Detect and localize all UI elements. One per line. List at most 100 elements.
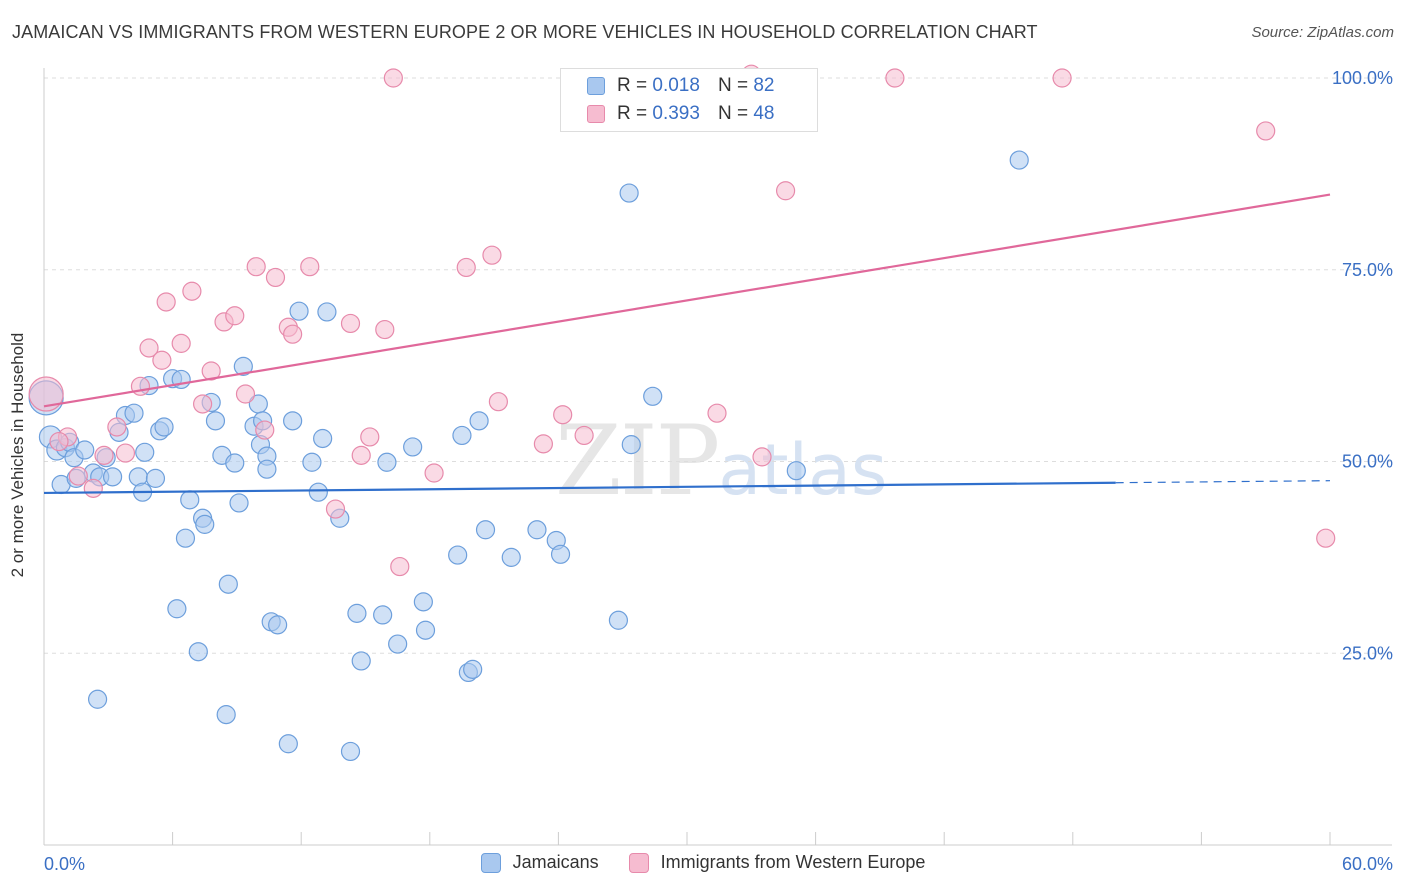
- jamaican-point: [154, 417, 174, 437]
- western-europe-point: [265, 267, 286, 288]
- jamaican-point: [308, 482, 328, 502]
- jamaican-point: [619, 183, 639, 203]
- jamaican-point: [550, 544, 571, 564]
- legend-n-value: 48: [753, 103, 775, 124]
- western-europe-point: [390, 556, 410, 577]
- chart-title: JAMAICAN VS IMMIGRANTS FROM WESTERN EURO…: [12, 22, 1038, 42]
- western-europe-point: [283, 324, 303, 344]
- jamaican-point: [218, 574, 238, 594]
- jamaican-trend-line: [43, 481, 1116, 495]
- jamaican-point: [501, 547, 521, 567]
- y-tick-label: 100.0%: [1332, 68, 1393, 88]
- y-tick-label: 50.0%: [1342, 452, 1393, 472]
- jamaican-point: [302, 452, 322, 472]
- series-legend-western-europe[interactable]: Immigrants from Western Europe: [628, 852, 926, 873]
- jamaican-point: [1009, 150, 1029, 170]
- jamaican-point: [527, 520, 547, 540]
- y-tick-label: 75.0%: [1342, 260, 1393, 280]
- jamaican-point: [643, 386, 663, 406]
- jamaican-point: [403, 437, 423, 457]
- western-europe-point: [83, 478, 103, 498]
- series-swatch-pink: [628, 852, 649, 873]
- jamaican-point: [205, 411, 226, 431]
- series-legend-jamaicans[interactable]: Jamaicans: [480, 852, 599, 873]
- jamaican-point: [195, 514, 215, 534]
- western-europe-point: [325, 499, 346, 519]
- jamaican-point: [377, 452, 397, 472]
- western-europe-point: [533, 434, 553, 454]
- jamaican-point: [608, 610, 629, 630]
- western-europe-point: [130, 376, 151, 396]
- jamaican-point: [415, 620, 436, 640]
- jamaican-point: [268, 615, 288, 635]
- western-europe-point: [201, 361, 221, 381]
- legend-n-label: N =: [717, 75, 749, 96]
- western-europe-point: [68, 466, 88, 486]
- western-europe-point: [107, 417, 127, 437]
- jamaican-point: [124, 403, 144, 423]
- jamaican-point: [786, 461, 806, 481]
- western-europe-point: [383, 68, 403, 88]
- legend-r-value: 0.393: [652, 103, 700, 124]
- western-europe-point: [49, 431, 69, 452]
- y-axis-label: 2 or more Vehicles in Household: [8, 332, 27, 578]
- western-europe-point: [246, 257, 266, 277]
- western-europe-point: [360, 427, 380, 447]
- jamaican-point: [216, 705, 236, 725]
- western-europe-point: [1256, 121, 1276, 141]
- x-tick-label-max: 60.0%: [1342, 854, 1393, 874]
- western-europe-point: [752, 447, 772, 467]
- series-swatch-blue: [480, 852, 501, 873]
- y-tick-label: 25.0%: [1342, 643, 1393, 663]
- jamaican-point: [175, 528, 196, 548]
- western-europe-point: [885, 68, 905, 88]
- series-legend-label: Jamaicans: [512, 852, 599, 872]
- jamaican-point: [469, 411, 489, 431]
- series-legend-label: Immigrants from Western Europe: [660, 852, 926, 872]
- western-europe-point: [171, 333, 191, 353]
- legend-n-label: N =: [717, 103, 749, 124]
- western-europe-point: [707, 403, 727, 423]
- jamaican-point: [463, 659, 483, 679]
- western-europe-point: [255, 420, 275, 440]
- jamaican-point: [475, 520, 496, 540]
- western-europe-point: [553, 405, 573, 425]
- western-europe-point: [139, 338, 159, 358]
- jamaican-point: [448, 545, 468, 565]
- jamaican-point: [75, 440, 95, 460]
- jamaican-point: [233, 356, 253, 376]
- series-legend: Jamaicans Immigrants from Western Europe: [0, 852, 1406, 873]
- western-europe-point: [340, 313, 361, 334]
- legend-row-western-europe: R = 0.393 N = 48: [587, 101, 774, 127]
- jamaican-point: [340, 741, 361, 762]
- jamaican-point: [229, 493, 249, 513]
- jamaican-point: [135, 442, 155, 462]
- jamaican-point: [373, 605, 393, 625]
- x-tick-label-min: 0.0%: [44, 854, 85, 874]
- western-europe-point: [193, 394, 213, 414]
- legend-r-label: R =: [617, 103, 648, 124]
- jamaican-point: [621, 435, 641, 455]
- western-europe-point: [424, 463, 444, 483]
- western-europe-point: [1052, 68, 1072, 88]
- jamaican-point: [313, 428, 333, 449]
- jamaican-point: [225, 453, 245, 473]
- jamaican-point: [289, 301, 309, 321]
- jamaican-point: [102, 467, 123, 487]
- western-europe-point: [28, 376, 64, 412]
- jamaican-point: [388, 634, 408, 654]
- western-europe-point: [574, 425, 594, 446]
- jamaican-point: [180, 490, 200, 510]
- legend-row-jamaicans: R = 0.018 N = 82: [587, 73, 774, 99]
- jamaican-point: [188, 642, 208, 662]
- western-europe-point: [94, 445, 114, 465]
- western-europe-point: [1316, 528, 1336, 548]
- legend-n-value: 82: [753, 75, 775, 96]
- western-europe-point: [351, 445, 371, 465]
- legend-swatch-pink: [587, 105, 605, 123]
- jamaican-point: [167, 599, 187, 619]
- legend-r-label: R =: [617, 75, 648, 96]
- western-europe-point: [115, 443, 136, 463]
- western-europe-point: [156, 292, 176, 312]
